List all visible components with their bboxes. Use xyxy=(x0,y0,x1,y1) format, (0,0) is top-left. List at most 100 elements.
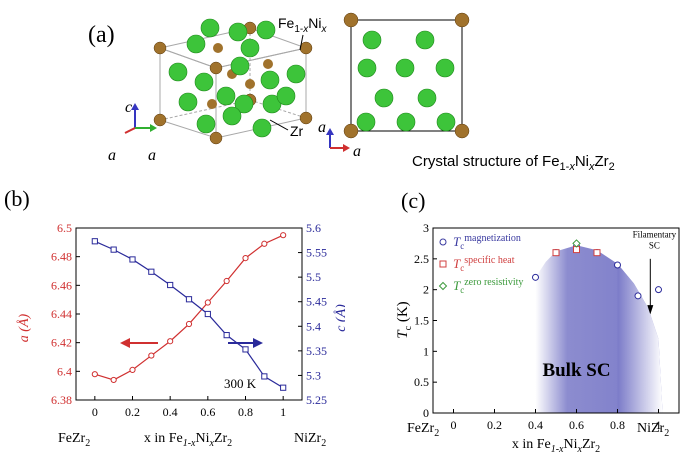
tc-specific-heat-point xyxy=(593,249,601,257)
zr-atom xyxy=(417,88,437,108)
y-left-tick-label: 6.38 xyxy=(51,393,72,407)
c-parameter-point xyxy=(280,384,287,391)
a-parameter-point xyxy=(261,240,268,247)
tc-phase-diagram: (c) 0 0.5 1 1.5 2 2.5 3 0 0.2 0.4 0.6 0.8 1 Tcmagneti… xyxy=(395,188,680,455)
zr-atom xyxy=(435,58,455,78)
filamentary-label: Filamentary xyxy=(633,229,677,239)
fe-ni-atom xyxy=(343,123,359,139)
y-right-tick-label: 5.55 xyxy=(306,246,327,260)
x-tick-label: 0.4 xyxy=(528,418,543,432)
tc-specific-heat-point xyxy=(552,249,560,257)
x-tick-label: 0.4 xyxy=(163,405,178,419)
fezr2-label: FeZr2 xyxy=(58,431,90,449)
y-left-axis-label: a (Å) xyxy=(16,313,32,342)
y-tick-label: 1.5 xyxy=(414,314,429,328)
bulk-sc-label: Bulk SC xyxy=(542,360,610,381)
axis-a-label-1: a xyxy=(108,147,116,164)
zr-atom xyxy=(286,64,306,84)
fe-ni-atom xyxy=(153,113,167,127)
axis-a-label-4: a xyxy=(353,143,361,160)
zr-atom xyxy=(178,92,198,112)
c-parameter-point xyxy=(223,332,230,339)
crystal-structure-figure: (a) Fe1-xNix Zr c a a xyxy=(88,12,615,173)
zr-atom xyxy=(415,30,435,50)
legend-entry: Tczero resistivity xyxy=(453,277,523,295)
y-left-tick-label: 6.42 xyxy=(51,336,72,350)
fe-ni-atom xyxy=(343,12,359,28)
x-tick-label: 0.8 xyxy=(610,418,625,432)
zr-atom xyxy=(228,22,248,42)
y-left-tick-label: 6.46 xyxy=(51,278,72,292)
x-tick-label: 0.8 xyxy=(238,405,253,419)
x-axis-label: x in Fe1-xNixZr2 xyxy=(512,437,600,455)
zr-atom xyxy=(395,58,415,78)
zr-atom xyxy=(374,88,394,108)
zr-atom xyxy=(357,58,377,78)
y-tick-label: 0.5 xyxy=(414,375,429,389)
fe-ni-atom xyxy=(263,59,273,69)
zr-atom xyxy=(396,112,416,132)
a-parameter-point xyxy=(129,366,136,373)
y-tick-label: 0 xyxy=(423,406,429,420)
a-parameter-point xyxy=(148,352,155,359)
a-parameter-point xyxy=(110,376,117,384)
panel-b-label: (b) xyxy=(4,186,30,211)
zr-atom xyxy=(234,94,254,114)
y-axis-label: Tc (K) xyxy=(395,301,414,338)
x-tick-label: 0.6 xyxy=(200,405,215,419)
fe-ni-pointer xyxy=(299,34,304,51)
zr-atom xyxy=(186,34,206,54)
fe-ni-atom xyxy=(209,61,223,75)
nizr2-label: NiZr2 xyxy=(637,421,669,439)
a-parameter-point xyxy=(242,255,249,262)
y-right-tick-label: 5.45 xyxy=(306,295,327,309)
y-right-tick-label: 5.5 xyxy=(306,270,321,284)
c-parameter-point xyxy=(110,246,117,253)
right-axis-arrowhead xyxy=(253,338,263,348)
c-parameter-line xyxy=(94,240,284,389)
plot-frame xyxy=(75,227,303,401)
a-parameter-point xyxy=(223,277,230,285)
zr-pointer xyxy=(269,119,289,131)
fe-ni-atom xyxy=(153,41,167,55)
zr-atom xyxy=(262,94,282,114)
zr-atom xyxy=(276,86,296,106)
panel-a: (a) Fe1-xNix Zr c a a xyxy=(0,0,690,180)
y-left-tick-label: 6.48 xyxy=(51,250,72,264)
y-right-tick-label: 5.35 xyxy=(306,344,327,358)
y-tick-label: 3 xyxy=(423,221,429,235)
lattice-parameter-chart: (b) 6.38 6.4 6.42 6.44 6.46 6.48 6.5 5.25 5.3 5.3… xyxy=(4,186,349,449)
zr-atom xyxy=(240,38,260,58)
c-parameter-point xyxy=(129,256,136,263)
y-left-tick-label: 6.44 xyxy=(51,307,72,321)
fezr2-label: FeZr2 xyxy=(407,421,439,439)
c-parameter-point xyxy=(167,281,174,289)
a-parameter-point xyxy=(185,320,193,328)
fe-ni-atom xyxy=(209,131,223,145)
fe-ni-atom xyxy=(245,79,255,89)
zr-atom xyxy=(216,86,236,106)
fe-ni-label: Fe1-xNix xyxy=(278,15,327,35)
y-tick-label: 1 xyxy=(423,344,429,358)
filamentary-arrowhead xyxy=(647,305,654,315)
y-right-tick-label: 5.4 xyxy=(306,319,321,333)
zr-atom xyxy=(194,72,214,92)
fe-ni-atom xyxy=(213,43,223,53)
c-parameter-point xyxy=(204,310,211,318)
zr-atom xyxy=(196,114,216,134)
y-right-axis-label: c (Å) xyxy=(333,304,345,332)
crystal-caption: Crystal structure of Fe1-xNixZr2 xyxy=(412,153,615,173)
zr-atom xyxy=(200,18,220,38)
fe-ni-atom xyxy=(454,12,470,28)
a-parameter-point xyxy=(204,299,211,306)
tc-resistivity-point xyxy=(572,239,581,248)
y-right-tick-label: 5.6 xyxy=(306,221,321,235)
legend-entry: Tcspecific heat xyxy=(453,255,515,273)
c-parameter-point xyxy=(185,296,193,303)
y-right-tick-label: 5.25 xyxy=(306,393,327,407)
c-parameter-point xyxy=(242,346,249,353)
a-parameter-point xyxy=(280,232,287,239)
zr-atom xyxy=(230,56,250,76)
legend-marker-diamond xyxy=(438,281,448,291)
fe-ni-atom xyxy=(299,111,313,125)
